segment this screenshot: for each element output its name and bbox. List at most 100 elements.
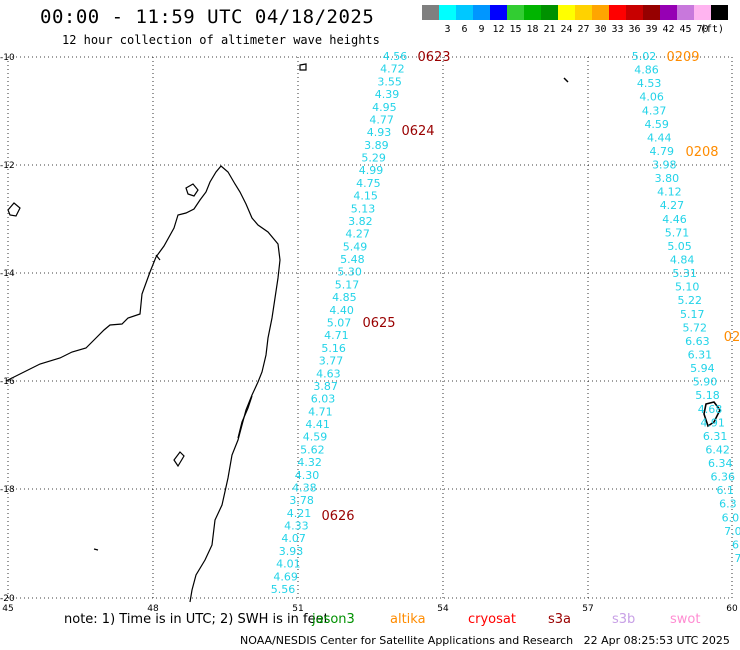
lon-tick-label: 48 <box>147 604 159 614</box>
lat-tick-label: -10 <box>0 53 15 63</box>
wave-height-value: 4.56 <box>383 50 408 63</box>
wave-height-value: 6 <box>732 538 739 551</box>
wave-height-value: 5.31 <box>672 267 697 280</box>
island-small-5 <box>155 254 161 261</box>
legend-label: 12 <box>492 24 505 35</box>
legend-swatch <box>643 5 660 20</box>
wave-height-value: 3.77 <box>319 355 344 368</box>
lon-tick-label: 54 <box>437 604 449 614</box>
legend-label: 27 <box>577 24 590 35</box>
pass-time-label: 0626 <box>321 509 354 524</box>
wave-height-value: 5.90 <box>693 376 718 389</box>
map-title: 00:00 - 11:59 UTC 04/18/2025 <box>40 6 375 28</box>
wave-height-value: 5.30 <box>337 266 362 279</box>
grid-lines <box>7 56 733 599</box>
wave-height-value: 4.85 <box>332 291 357 304</box>
satellite-name: s3a <box>548 612 572 627</box>
wave-height-value: 6.63 <box>685 335 710 348</box>
wave-height-value: 4.46 <box>662 213 687 226</box>
wave-height-value: 4.59 <box>644 118 669 131</box>
wave-height-value: 4.30 <box>295 469 320 482</box>
wave-height-value: 4.75 <box>356 177 381 190</box>
wave-height-value: 4.77 <box>369 113 394 126</box>
wave-height-value: 6.03 <box>311 393 336 406</box>
lat-tick-label: -14 <box>0 269 15 279</box>
wave-height-value: 3.82 <box>348 215 373 228</box>
legend-label: 3 <box>444 24 451 35</box>
island-small-3 <box>563 77 569 83</box>
wave-height-value: 4.33 <box>284 520 309 533</box>
legend-swatch <box>456 5 473 20</box>
wave-height-value: 4.86 <box>634 64 659 77</box>
lon-tick-label: 60 <box>726 604 738 614</box>
wave-height-value: 4.93 <box>367 126 392 139</box>
legend-label: 70 <box>696 24 709 35</box>
legend-label: 36 <box>628 24 641 35</box>
satellite-name: s3b <box>612 612 636 627</box>
legend-label: 24 <box>560 24 573 35</box>
wave-height-value: 3.93 <box>279 545 304 558</box>
island-comoros <box>7 202 21 217</box>
wave-height-value: 5.17 <box>335 278 360 291</box>
wave-height-value: 5.29 <box>361 152 386 165</box>
generated-timestamp: 22 Apr 08:25:53 UTC 2025 <box>583 634 730 647</box>
legend-swatch <box>609 5 626 20</box>
wave-height-value: 6.3 <box>719 498 737 511</box>
wave-height-value: 4.21 <box>287 507 312 520</box>
wave-height-value: 6.36 <box>711 471 736 484</box>
wave-height-value: 4.06 <box>639 91 664 104</box>
map-subtitle: 12 hour collection of altimeter wave hei… <box>62 33 380 47</box>
legend-label: 18 <box>526 24 539 35</box>
wave-height-value: 6.42 <box>705 443 730 456</box>
wave-height-value: 4.40 <box>329 304 354 317</box>
island-small-4 <box>93 548 99 551</box>
legend-label: 6 <box>461 24 468 35</box>
legend-swatch <box>711 5 728 20</box>
legend-swatch <box>439 5 456 20</box>
legend-swatch <box>422 5 439 20</box>
legend-label: 30 <box>594 24 607 35</box>
wave-height-value: 6.0 <box>722 511 740 524</box>
wave-height-value: 4.91 <box>700 416 725 429</box>
wave-height-value: 5.62 <box>300 443 325 456</box>
wave-height-value: 5.56 <box>271 583 296 596</box>
wave-height-value: 4.32 <box>297 456 322 469</box>
axis-labels: 45 48 51 54 57 60 -10 -12 -14 -16 -18 -20 <box>0 53 738 614</box>
island-nosy-be <box>185 183 199 197</box>
wave-height-value: 5.13 <box>351 202 376 215</box>
units-note: note: 1) Time is in UTC; 2) SWH is in fe… <box>64 612 329 627</box>
wave-height-value: 7.0 <box>724 525 740 538</box>
legend-swatch <box>490 5 507 20</box>
legend-label: 33 <box>611 24 624 35</box>
pass-time-label: 0623 <box>417 50 450 65</box>
wave-height-value: 4.71 <box>324 329 349 342</box>
legend-unit: (ft) <box>699 24 725 35</box>
wave-height-value: 3.55 <box>377 75 402 88</box>
wave-height-value: 4.39 <box>375 88 400 101</box>
wave-height-value: 5.71 <box>665 226 690 239</box>
madagascar-coastline <box>5 165 281 603</box>
wave-height-value: 4.44 <box>647 131 672 144</box>
wave-height-value: 4.71 <box>308 405 333 418</box>
legend-swatch <box>677 5 694 20</box>
wave-height-value: 6.31 <box>703 430 728 443</box>
wave-height-value: 3.87 <box>313 380 338 393</box>
wave-height-value: 5.10 <box>675 281 700 294</box>
legend-label: 9 <box>478 24 485 35</box>
wave-height-value: 3.80 <box>655 172 680 185</box>
wave-height-value: 5.05 <box>667 240 692 253</box>
pass-time-label: 0625 <box>362 316 395 331</box>
wave-height-value: 5.49 <box>343 240 368 253</box>
legend-swatch <box>558 5 575 20</box>
legend-swatch <box>541 5 558 20</box>
wave-height-value: 5.17 <box>680 308 705 321</box>
wave-height-value: 3.78 <box>289 494 314 507</box>
island-small-2 <box>299 63 307 71</box>
wave-height-value: 4.68 <box>698 403 723 416</box>
wave-height-value: 4.79 <box>650 145 675 158</box>
wave-height-value: 4.37 <box>642 104 667 117</box>
legend-swatch <box>626 5 643 20</box>
legend-label: 45 <box>679 24 692 35</box>
lat-tick-label: -18 <box>0 485 15 495</box>
